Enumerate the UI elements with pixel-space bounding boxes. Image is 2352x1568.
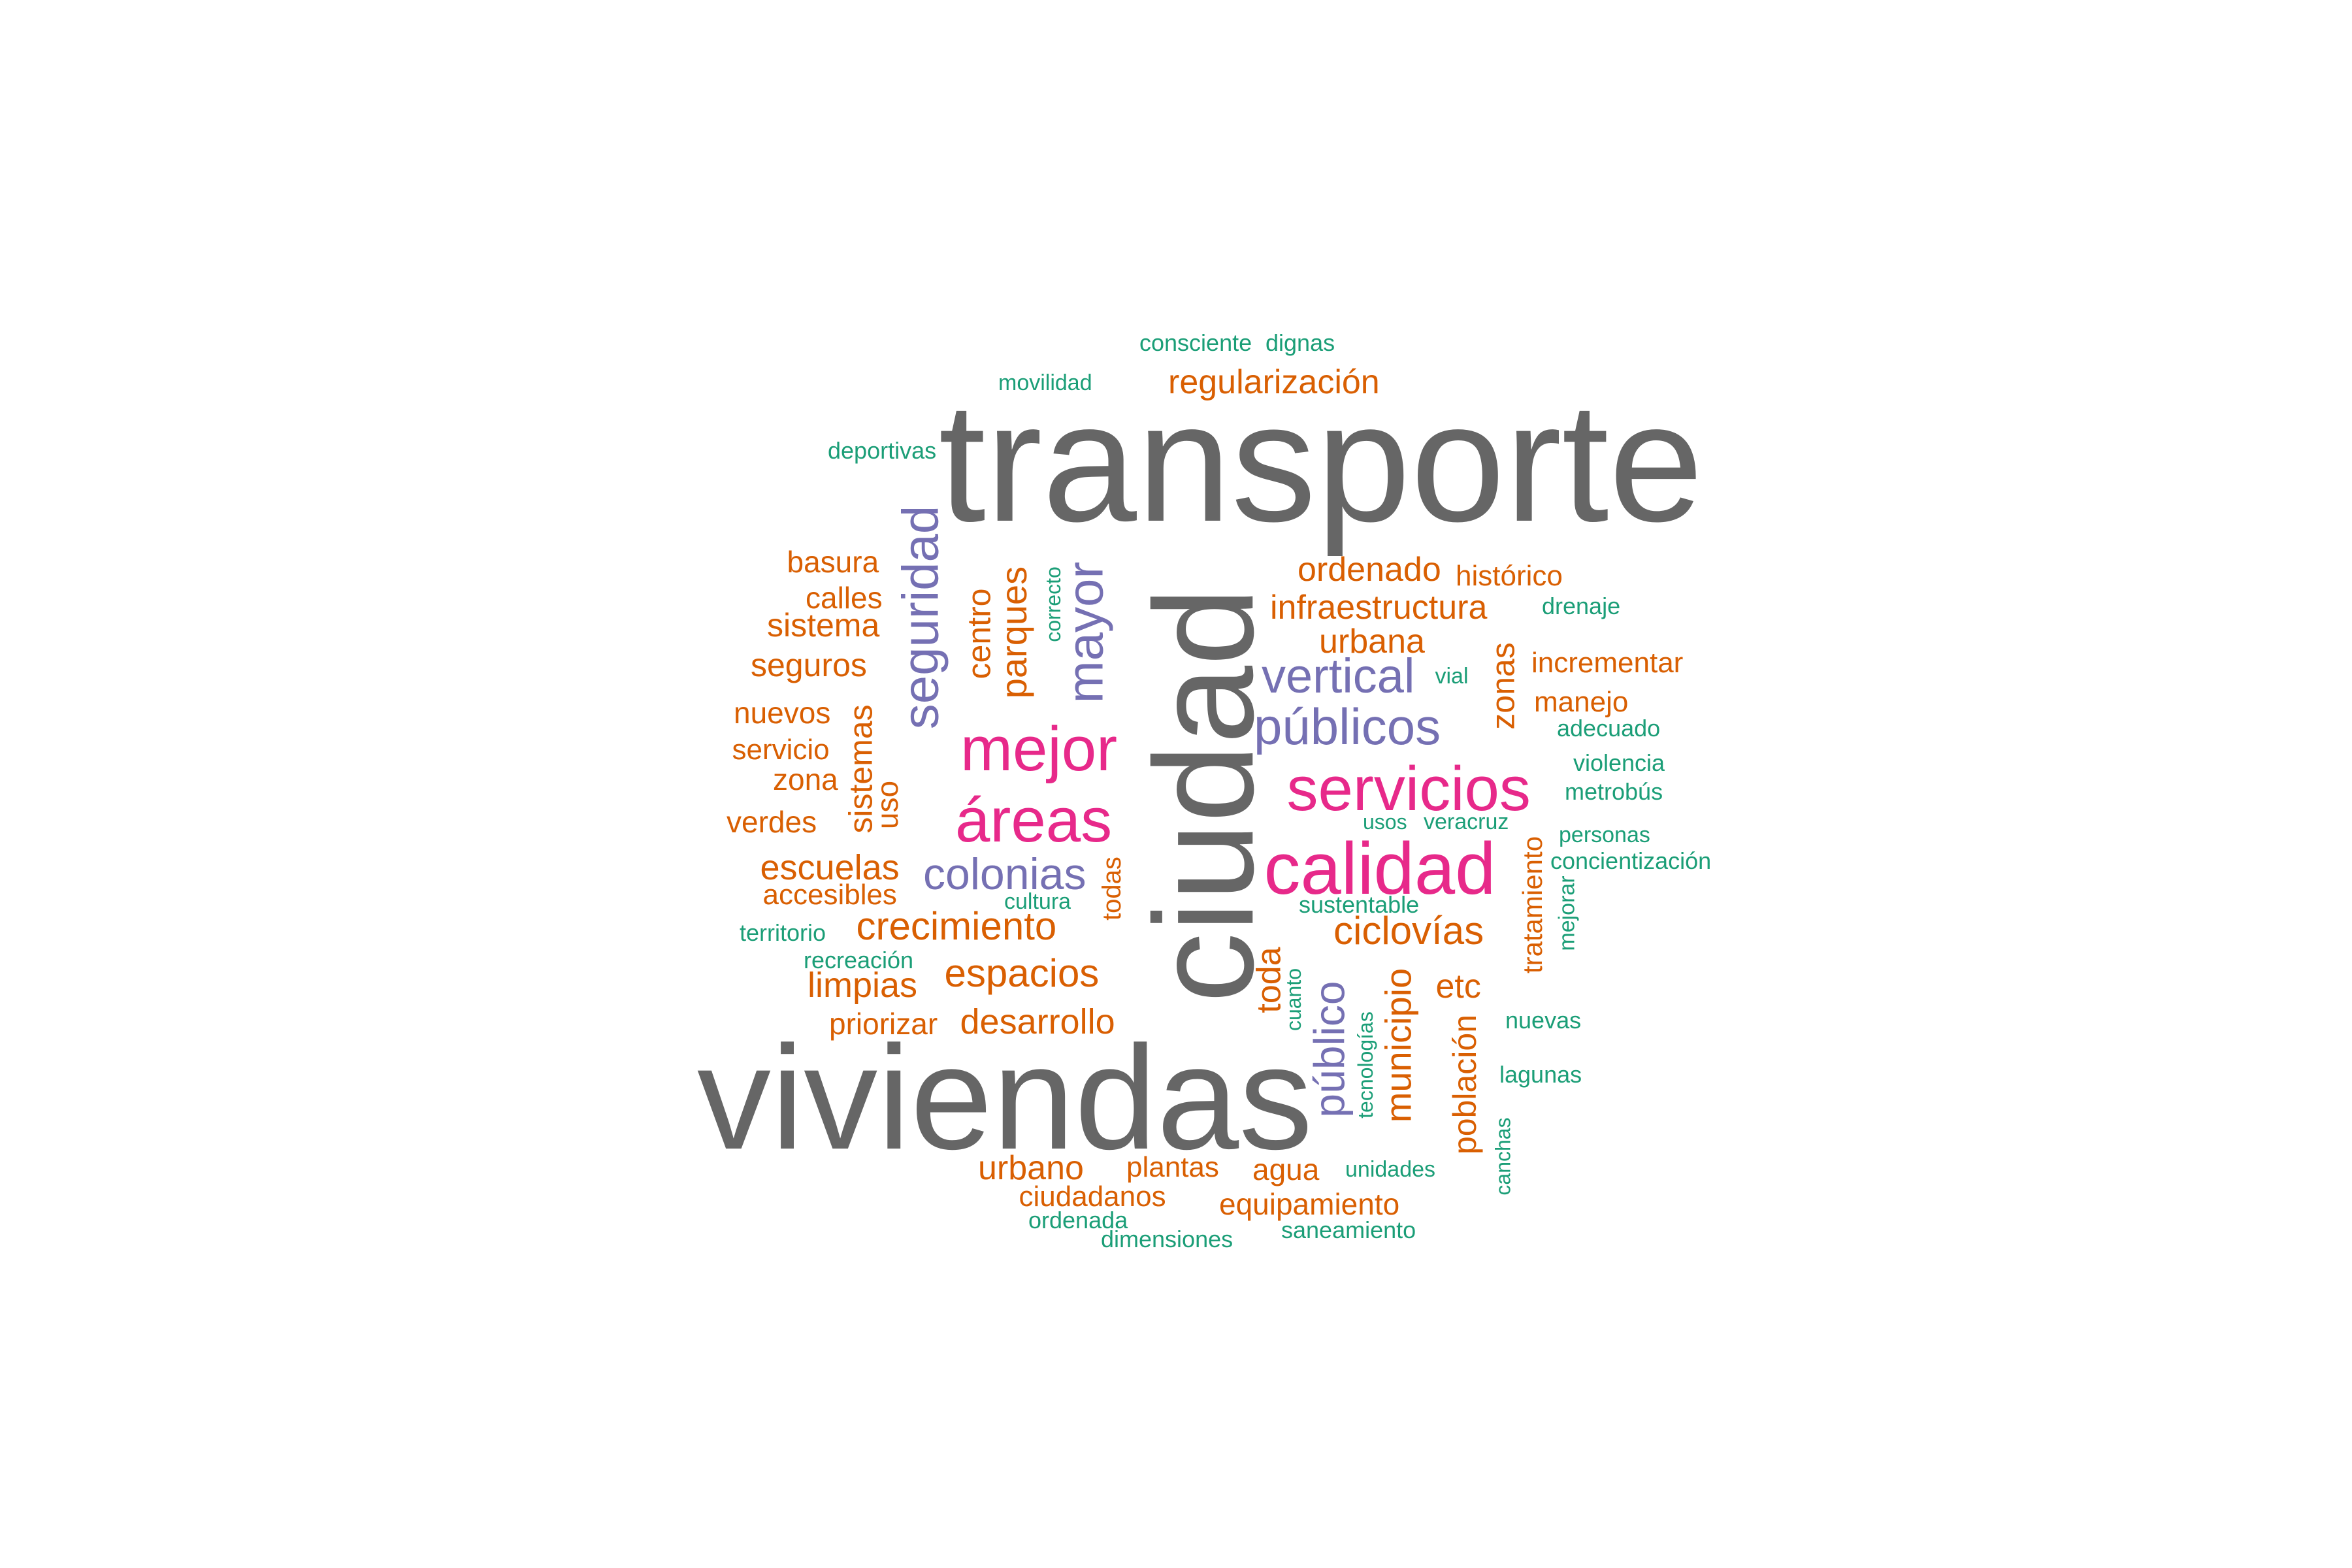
word-adecuado: adecuado [1557, 715, 1661, 742]
word-consciente: consciente [1139, 329, 1252, 356]
word-centro: centro [960, 588, 997, 679]
word-ordenada: ordenada [1028, 1207, 1128, 1233]
word-sistema: sistema [767, 607, 880, 644]
word-usos: usos [1363, 810, 1407, 834]
word-regularizacion: regularización [1168, 363, 1380, 401]
word-uso: uso [870, 780, 905, 830]
word-seguros: seguros [751, 647, 867, 683]
word-incrementar: incrementar [1531, 647, 1684, 679]
word-viviendas: viviendas [697, 1015, 1313, 1180]
word-accesibles: accesibles [762, 879, 897, 911]
word-vertical: vertical [1262, 649, 1415, 703]
word-violencia: violencia [1573, 749, 1665, 776]
word-servicio: servicio [732, 734, 830, 766]
word-etc: etc [1435, 968, 1481, 1005]
word-mejorar: mejorar [1554, 875, 1580, 951]
word-escuelas: escuelas [760, 848, 900, 887]
word-poblacion: población [1446, 1014, 1484, 1155]
word-drenaje: drenaje [1542, 593, 1621, 619]
word-priorizar: priorizar [829, 1007, 938, 1041]
word-ciudad: ciudad [1124, 587, 1282, 1004]
word-cuanto: cuanto [1282, 968, 1306, 1032]
word-ordenado: ordenado [1298, 551, 1441, 589]
word-cultura: cultura [1004, 889, 1071, 914]
word-saneamiento: saneamiento [1281, 1217, 1416, 1243]
word-mejor: mejor [960, 714, 1118, 784]
word-limpias: limpias [808, 966, 918, 1005]
word-metrobus: metrobús [1565, 778, 1663, 805]
word-unidades: unidades [1345, 1157, 1436, 1182]
word-correcto: correcto [1041, 566, 1065, 642]
word-equipamiento: equipamiento [1219, 1187, 1400, 1221]
word-areas: áreas [955, 785, 1113, 855]
word-transporte: transporte [938, 368, 1704, 557]
word-historico: histórico [1456, 560, 1563, 592]
word-dignas: dignas [1266, 329, 1335, 356]
word-ciclovias: ciclovías [1333, 909, 1484, 953]
word-movilidad: movilidad [998, 370, 1092, 395]
word-seguridad: seguridad [890, 505, 949, 730]
word-deportivas: deportivas [828, 437, 937, 464]
word-canchas: canchas [1491, 1117, 1515, 1196]
word-desarrollo: desarrollo [960, 1002, 1115, 1041]
word-tratamiento: tratamiento [1517, 836, 1548, 974]
word-territorio: territorio [740, 919, 826, 946]
word-personas: personas [1559, 823, 1650, 847]
word-dimensiones: dimensiones [1101, 1226, 1233, 1252]
word-lagunas: lagunas [1499, 1061, 1582, 1088]
word-zona: zona [773, 762, 838, 796]
word-ciudadanos: ciudadanos [1019, 1181, 1166, 1213]
word-recreacion: recreación [804, 947, 914, 973]
word-colonias: colonias [923, 849, 1086, 899]
word-publico: público [1305, 981, 1354, 1118]
word-calidad: calidad [1264, 828, 1496, 909]
word-nuevas: nuevas [1505, 1007, 1582, 1034]
word-parques: parques [993, 566, 1035, 699]
word-toda: toda [1250, 947, 1288, 1013]
word-mayor: mayor [1055, 561, 1113, 704]
word-nuevos: nuevos [734, 696, 831, 730]
word-vial: vial [1435, 664, 1469, 689]
word-manejo: manejo [1534, 686, 1629, 718]
word-espacios: espacios [944, 951, 1100, 995]
word-tecnologias: tecnologías [1353, 1011, 1377, 1119]
word-municipio: municipio [1377, 968, 1418, 1123]
word-plantas: plantas [1126, 1151, 1219, 1183]
word-basura: basura [787, 545, 879, 579]
word-agua: agua [1252, 1152, 1320, 1186]
word-calles: calles [806, 581, 883, 615]
word-concientizacion: concientización [1550, 847, 1712, 874]
word-zonas: zonas [1484, 642, 1522, 730]
word-todas: todas [1097, 857, 1126, 921]
word-sustentable: sustentable [1299, 891, 1420, 918]
word-urbano: urbano [978, 1149, 1084, 1187]
word-servicios: servicios [1286, 754, 1531, 824]
word-urbana: urbana [1319, 623, 1425, 661]
word-infraestructura: infraestructura [1270, 589, 1488, 627]
word-publicos: públicos [1254, 698, 1441, 755]
word-veracruz: veracruz [1424, 809, 1509, 834]
word-crecimiento: crecimiento [856, 904, 1057, 948]
word-verdes: verdes [727, 805, 817, 839]
